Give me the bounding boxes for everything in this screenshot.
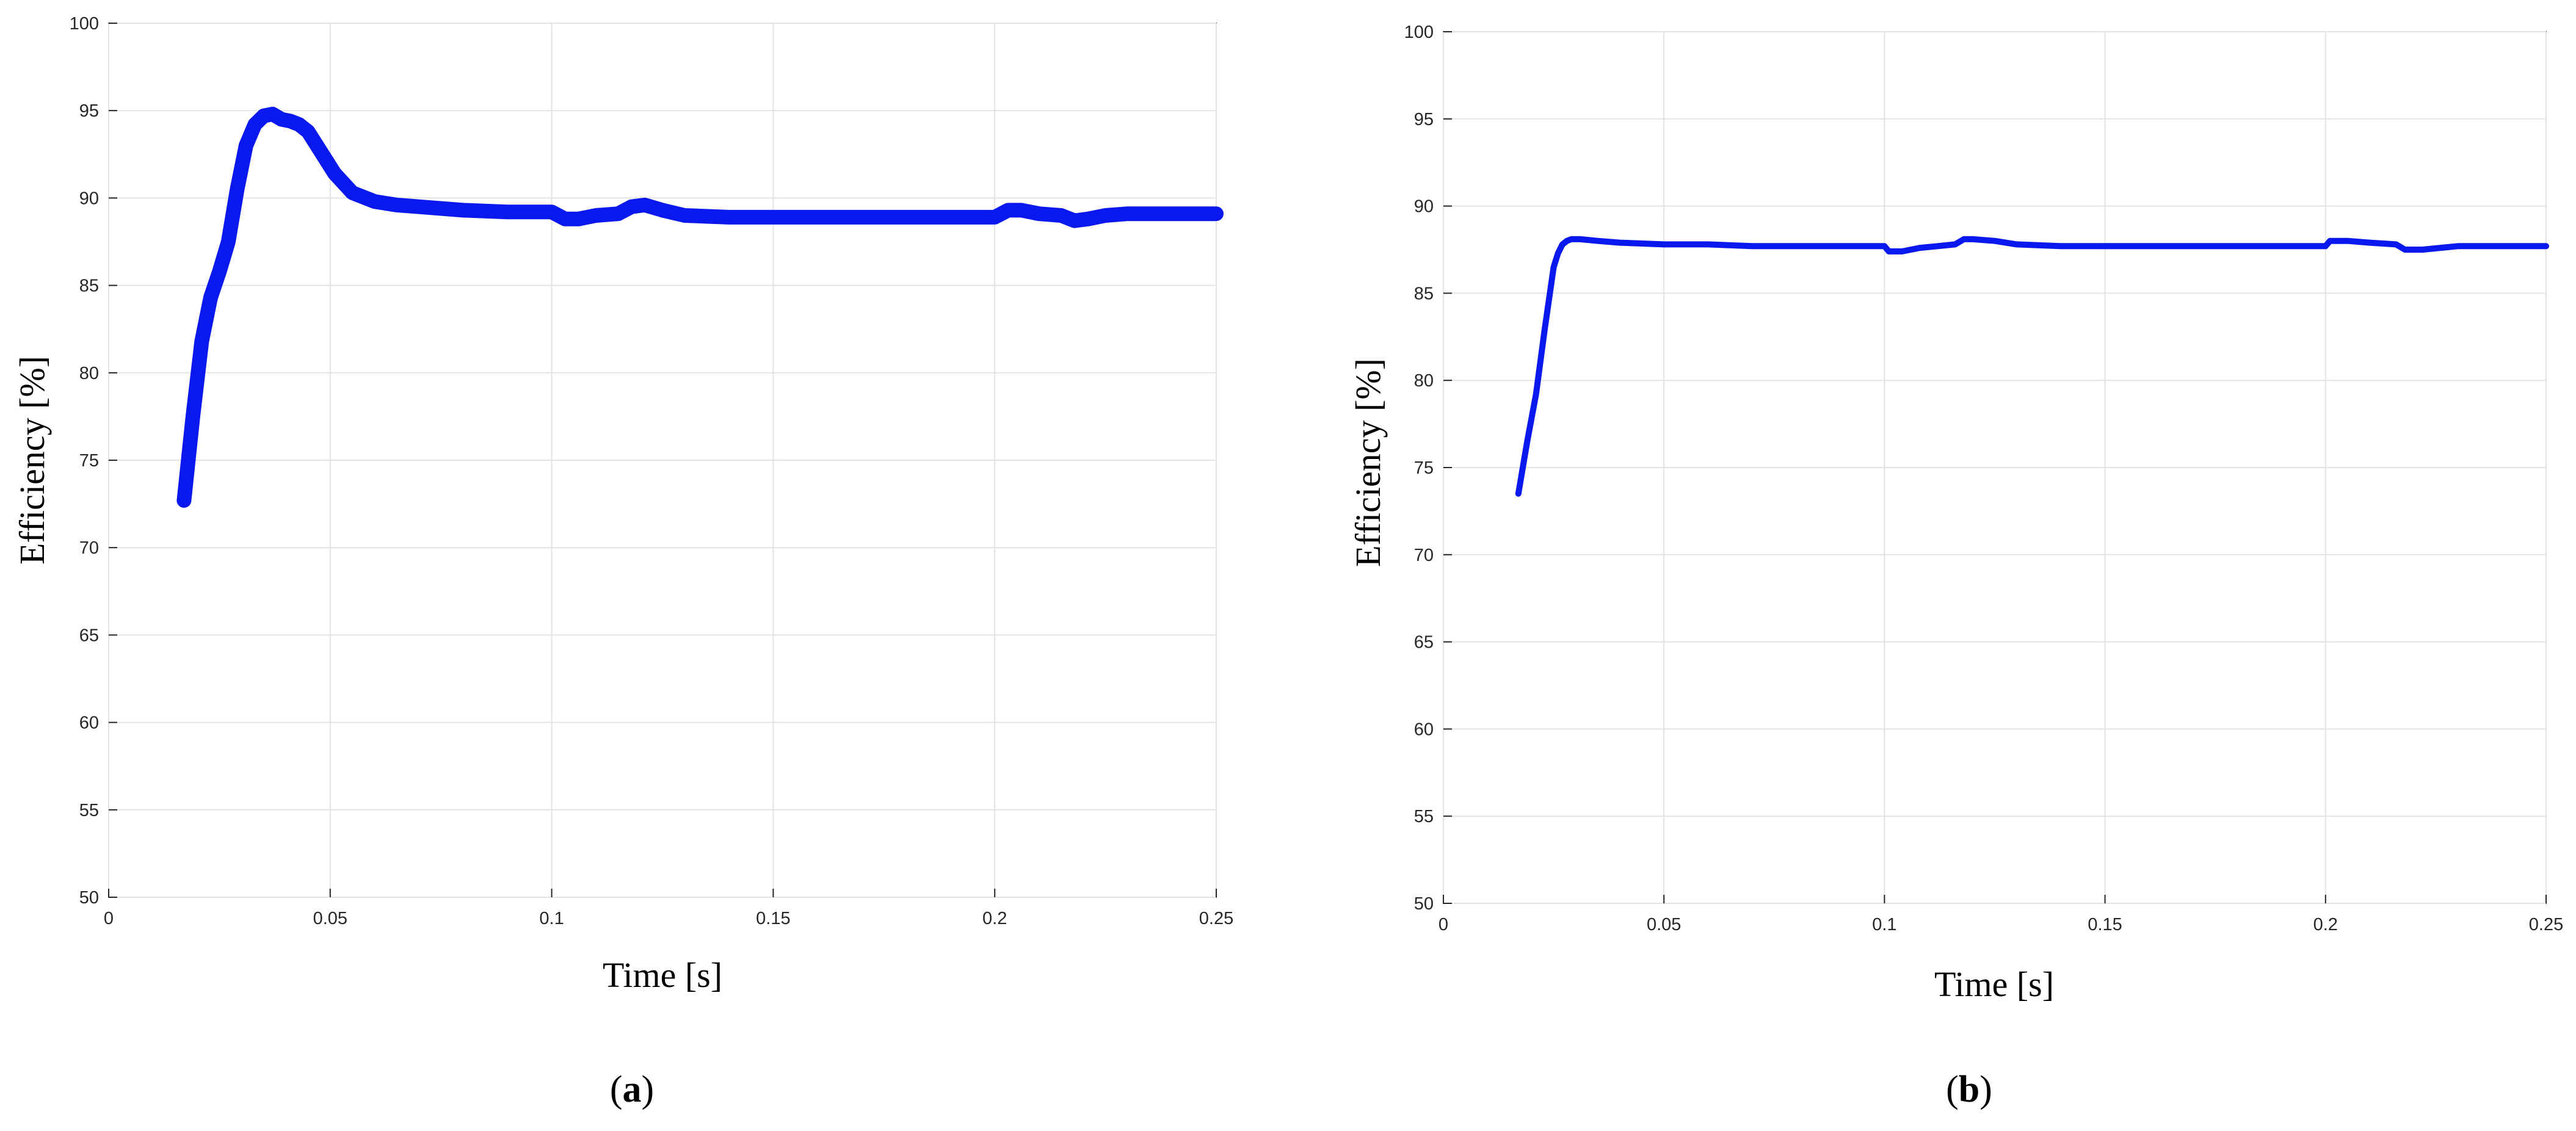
y-ticks-b: 50 55 60 65 70 75 80 85 90 95 100 [1404,23,1452,914]
y-tick-label-b: 80 [1414,371,1434,391]
y-tick-label-b: 60 [1414,720,1434,739]
x-tick-label-a: 0.2 [982,909,1007,928]
y-tick-label-b: 70 [1414,546,1434,565]
x-ticks-a: 0 0.05 0.1 0.15 0.2 0.25 [104,889,1233,928]
y-tick-label-b: 50 [1414,894,1434,914]
caption-b: (b) [1946,1069,1992,1110]
x-tick-label-a: 0.15 [756,909,790,928]
y-tick-label-b: 95 [1414,110,1434,129]
y-tick-label-a: 90 [79,189,99,208]
x-tick-label-a: 0 [104,909,114,928]
y-tick-label-b: 85 [1414,284,1434,303]
y-tick-label-a: 100 [70,14,99,34]
x-tick-label-a: 0.25 [1199,909,1233,928]
y-tick-label-b: 90 [1414,197,1434,217]
grid-b [1443,31,2547,904]
x-tick-label-b: 0.05 [1647,915,1681,934]
grid-a [108,23,1217,898]
y-tick-label-b: 65 [1414,633,1434,652]
y-tick-label-a: 55 [79,801,99,820]
y-tick-label-a: 65 [79,626,99,645]
x-tick-label-b: 0.2 [2313,915,2338,934]
y-axis-label-a: Efficiency [%] [12,356,52,565]
x-tick-label-b: 0.25 [2529,915,2563,934]
y-tick-label-b: 75 [1414,458,1434,478]
efficiency-line-b [1515,236,2549,497]
y-tick-label-a: 70 [79,538,99,558]
y-tick-label-a: 95 [79,101,99,121]
caption-b-letter: b [1959,1069,1979,1110]
y-ticks-a: 50 55 60 65 70 75 80 85 90 95 100 [70,14,117,908]
y-tick-label-a: 85 [79,276,99,296]
y-tick-label-a: 75 [79,451,99,471]
y-tick-label-b: 55 [1414,807,1434,826]
y-axis-label-b: Efficiency [%] [1348,358,1388,567]
x-axis-label-a: Time [s] [603,955,722,995]
x-tick-label-b: 0.1 [1872,915,1896,934]
y-tick-label-a: 80 [79,364,99,383]
x-tick-label-b: 0.15 [2088,915,2122,934]
x-tick-label-a: 0.05 [313,909,347,928]
y-tick-label-a: 50 [79,888,99,908]
y-tick-label-a: 60 [79,714,99,733]
x-axis-label-b: Time [s] [1934,964,2054,1004]
x-tick-label-a: 0.1 [539,909,564,928]
y-tick-label-b: 100 [1404,23,1434,42]
efficiency-line-a [176,106,1224,508]
x-tick-label-b: 0 [1439,915,1448,934]
caption-a: (a) [610,1069,654,1110]
x-ticks-b: 0 0.05 0.1 0.15 0.2 0.25 [1439,895,2563,934]
caption-a-letter: a [623,1069,642,1110]
